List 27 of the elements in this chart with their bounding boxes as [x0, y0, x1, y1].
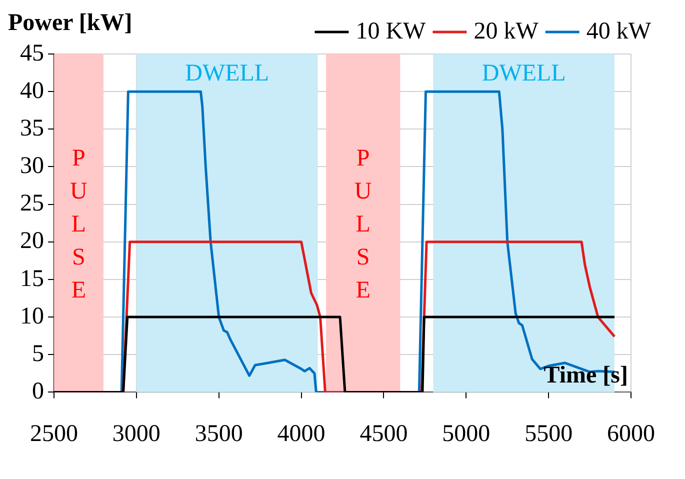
y-tick-label: 35 — [20, 115, 44, 142]
legend-label: 20 kW — [474, 18, 539, 44]
y-tick-label: 20 — [20, 228, 44, 254]
x-tick-label: 5000 — [442, 420, 490, 447]
x-tick-label: 4000 — [277, 420, 326, 447]
x-tick-label: 5500 — [524, 420, 573, 447]
legend-label: 10 KW — [356, 18, 426, 44]
y-tick-label: 10 — [20, 303, 44, 330]
y-tick-label: 5 — [32, 340, 44, 367]
x-tick-label: 3500 — [194, 420, 243, 447]
x-tick-label: 4500 — [360, 420, 408, 447]
x-axis-title: Time [s] — [544, 362, 628, 388]
x-tick-label: 3000 — [112, 420, 160, 447]
band-label: DWELL — [185, 60, 270, 86]
y-tick-label: 15 — [20, 266, 44, 292]
band-label: PULSE — [354, 145, 372, 304]
y-tick-label: 30 — [20, 153, 44, 180]
y-tick-label: 25 — [20, 190, 44, 217]
x-tick-label: 2500 — [30, 420, 78, 447]
x-tick-label: 6000 — [607, 420, 655, 447]
band-label: PULSE — [70, 145, 88, 304]
y-tick-label: 40 — [20, 78, 44, 104]
y-tick-label: 45 — [20, 40, 44, 66]
band-label: DWELL — [482, 60, 566, 86]
legend-label: 40 kW — [586, 18, 652, 44]
y-axis-title: Power [kW] — [8, 10, 132, 36]
y-tick-label: 0 — [32, 378, 44, 404]
